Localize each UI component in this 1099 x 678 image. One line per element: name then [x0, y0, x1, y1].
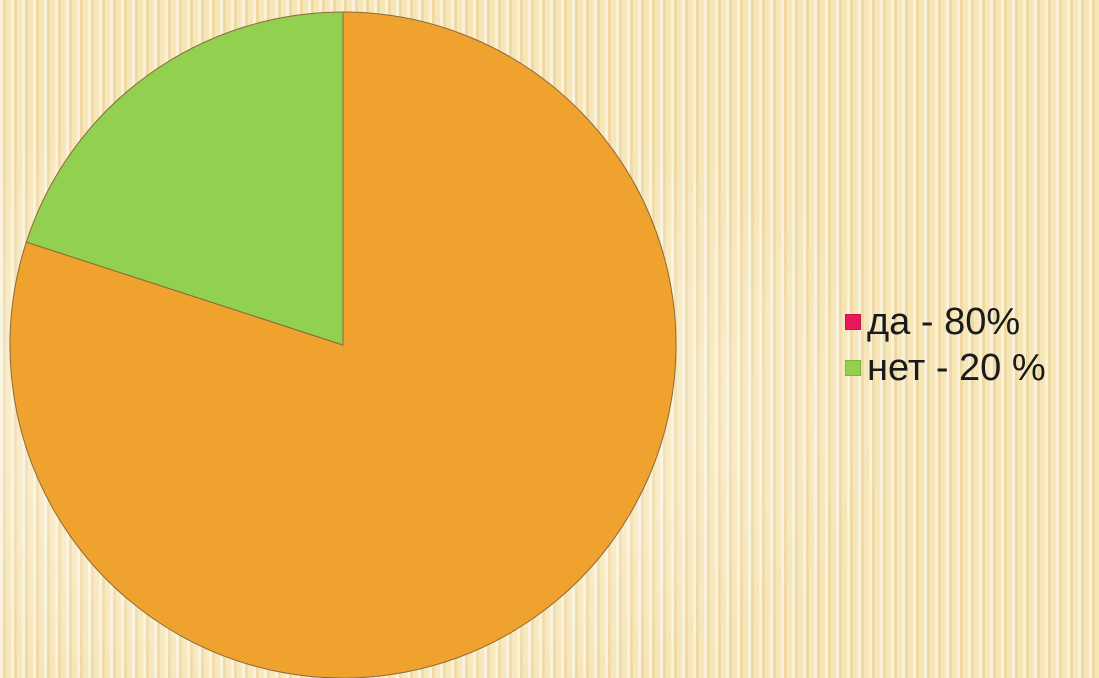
legend-item-net: нет - 20 %: [845, 346, 1046, 390]
pie-slice-net: [25, 11, 344, 346]
pie-slices: [9, 11, 677, 678]
legend-label-da: да - 80%: [867, 301, 1021, 343]
chart-legend: да - 80% нет - 20 %: [845, 300, 1046, 390]
legend-swatch-net: [845, 360, 861, 376]
legend-label-net: нет - 20 %: [867, 347, 1046, 389]
legend-swatch-da: [845, 314, 861, 330]
pie-slice-da: [9, 11, 677, 678]
legend-item-da: да - 80%: [845, 300, 1046, 344]
